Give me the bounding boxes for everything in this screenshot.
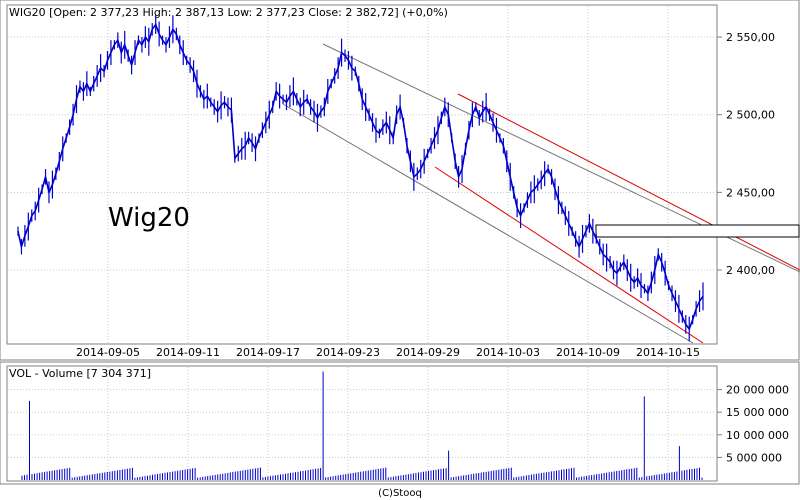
channel-lower-line-gray <box>282 103 694 344</box>
volume-chart-title: VOL - Volume [7 304 371] <box>9 367 151 380</box>
volume-y-tick-label: 15 000 000 <box>726 406 789 419</box>
price-grid <box>8 6 716 343</box>
price-annotation-box <box>595 224 800 238</box>
price-series <box>17 15 704 342</box>
channel-lower-line-red <box>434 166 704 344</box>
channel-upper-line-red <box>457 93 800 271</box>
copyright-footer: (C)Stooq <box>378 488 422 499</box>
price-y-tick-labels: 2 550,00 2 500,00 2 450,00 2 400,00 <box>717 31 775 277</box>
volume-y-tick-label: 20 000 000 <box>726 384 789 397</box>
volume-y-tick-label: 5 000 000 <box>726 451 782 464</box>
price-chart-title: WIG20 [Open: 2 377,23 High: 2 387,13 Low… <box>9 6 448 19</box>
volume-bars <box>21 371 703 480</box>
volume-y-tick-labels: 20 000 000 15 000 000 10 000 000 5 000 000 <box>717 384 789 464</box>
chart-annotation-label: Wig20 <box>108 203 190 233</box>
volume-y-tick-label: 10 000 000 <box>726 429 789 442</box>
price-x-tick-label: 2014-10-15 <box>636 346 700 359</box>
price-x-tick-label: 2014-09-23 <box>316 346 380 359</box>
price-x-tick-label: 2014-10-09 <box>556 346 620 359</box>
price-x-tick-label: 2014-09-17 <box>236 346 300 359</box>
price-x-tick-label: 2014-09-11 <box>156 346 220 359</box>
price-x-tick-label: 2014-09-05 <box>76 346 140 359</box>
price-y-tick-label: 2 450,00 <box>726 186 775 199</box>
price-plot-area <box>6 4 718 345</box>
trend-channel-red <box>434 93 800 344</box>
price-x-tick-label: 2014-10-03 <box>476 346 540 359</box>
price-y-tick-label: 2 500,00 <box>726 109 775 122</box>
price-x-tick-labels: 2014-09-05 2014-09-11 2014-09-17 2014-09-23… <box>76 346 700 359</box>
price-y-tick-label: 2 550,00 <box>726 31 775 44</box>
price-y-tick-label: 2 400,00 <box>726 264 775 277</box>
volume-plot-area <box>6 365 718 482</box>
volume-grid <box>8 367 716 480</box>
price-x-tick-label: 2014-09-29 <box>396 346 460 359</box>
